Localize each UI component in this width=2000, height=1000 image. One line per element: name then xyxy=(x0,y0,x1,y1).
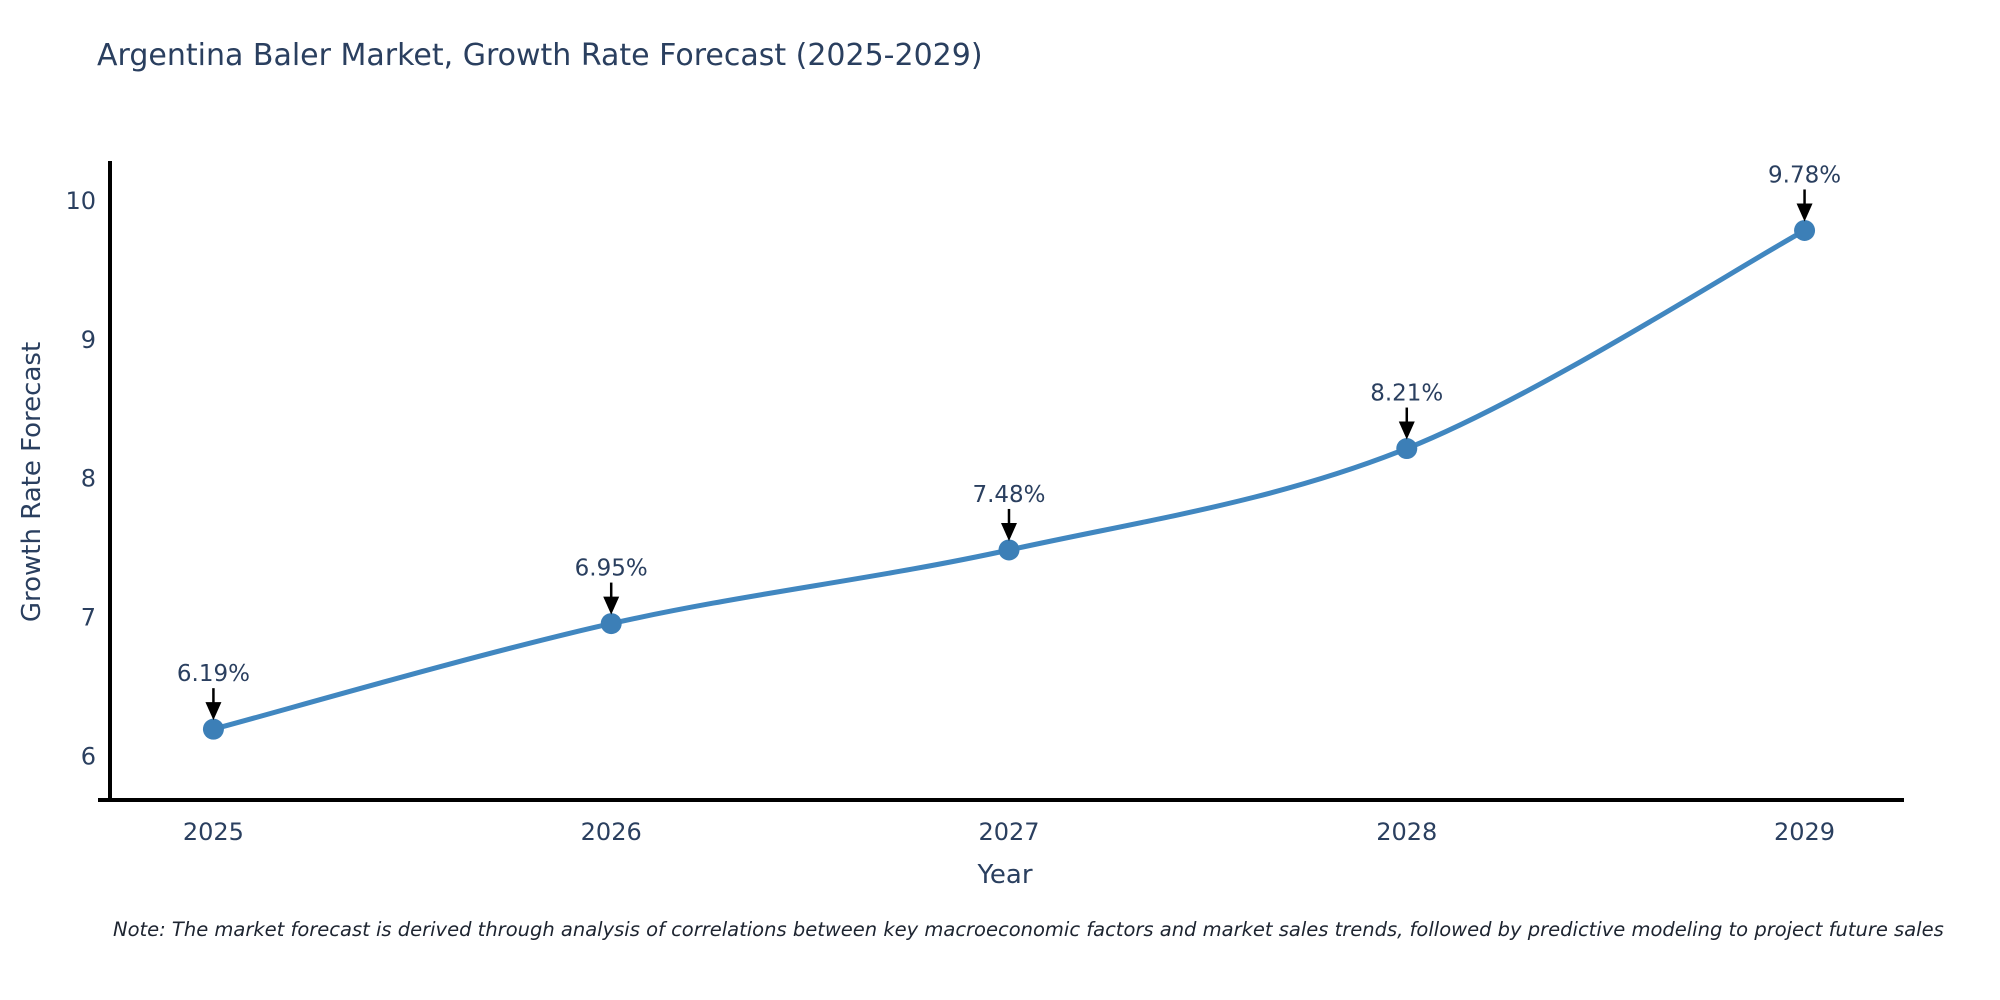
y-tick-label: 9 xyxy=(81,326,96,354)
annotation-arrowhead-icon xyxy=(1796,203,1813,222)
y-tick-labels: 6 7 8 9 10 xyxy=(65,187,96,771)
data-point-marker xyxy=(1396,438,1418,460)
x-tick-label: 2027 xyxy=(978,818,1039,846)
data-point-marker xyxy=(600,613,622,635)
data-point-marker xyxy=(1794,219,1816,241)
x-tick-label: 2026 xyxy=(581,818,642,846)
point-annotation-label: 6.19% xyxy=(177,661,250,687)
annotation-arrowhead-icon xyxy=(1398,421,1415,440)
data-point-marker xyxy=(998,539,1020,561)
y-tick-label: 8 xyxy=(81,465,96,493)
x-tick-label: 2025 xyxy=(183,818,244,846)
x-tick-label: 2028 xyxy=(1376,818,1437,846)
point-annotation-label: 9.78% xyxy=(1768,162,1841,188)
point-annotation-label: 7.48% xyxy=(972,482,1045,508)
annotation-arrowhead-icon xyxy=(1000,522,1017,541)
point-annotation-label: 8.21% xyxy=(1370,381,1443,407)
annotation-arrowhead-icon xyxy=(205,702,222,721)
axis-spines xyxy=(98,161,1904,802)
y-tick-label: 7 xyxy=(81,604,96,632)
forecast-line xyxy=(210,228,1808,732)
y-tick-label: 6 xyxy=(81,743,96,771)
chart-title: Argentina Baler Market, Growth Rate Fore… xyxy=(97,38,983,73)
x-axis-title: Year xyxy=(977,860,1033,890)
data-point-markers xyxy=(202,219,1816,740)
point-annotation-label: 6.95% xyxy=(575,556,648,582)
y-tick-label: 10 xyxy=(65,187,96,215)
data-point-marker xyxy=(202,718,224,740)
x-tick-label: 2029 xyxy=(1774,818,1835,846)
x-tick-labels: 2025 2026 2027 2028 2029 xyxy=(183,818,1835,846)
footnote: Note: The market forecast is derived thr… xyxy=(113,918,1944,941)
annotation-arrowhead-icon xyxy=(603,596,620,615)
point-annotations: 6.19% 6.95% 7.48% 8.21% 9.78% xyxy=(177,162,1841,721)
